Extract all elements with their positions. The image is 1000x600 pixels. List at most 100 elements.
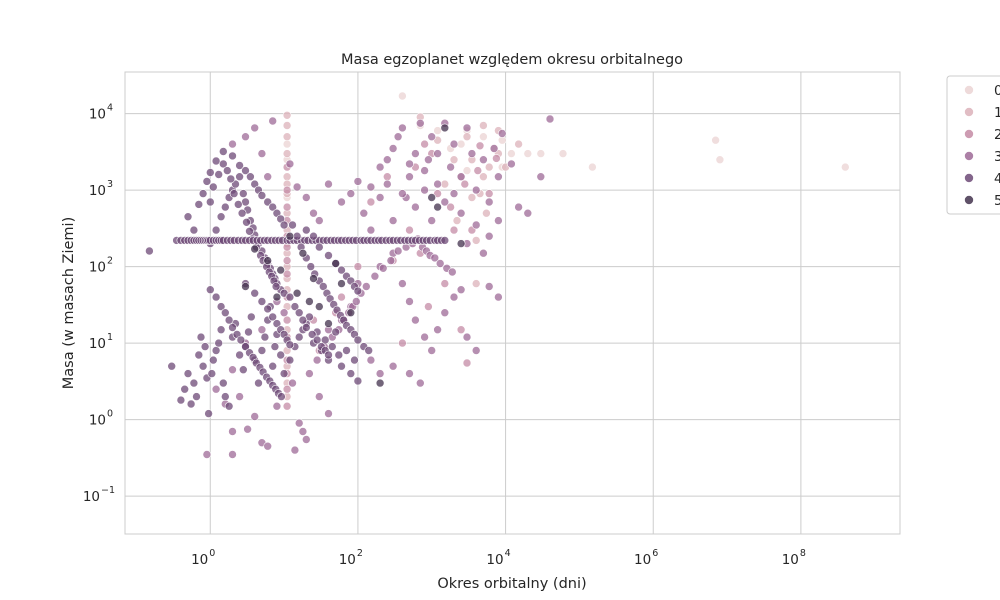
- data-point: [235, 392, 244, 401]
- data-point: [447, 267, 457, 277]
- data-point: [294, 332, 304, 342]
- data-point: [282, 401, 292, 411]
- data-point: [189, 378, 199, 388]
- data-point: [209, 182, 218, 192]
- data-point: [250, 244, 259, 254]
- data-point: [183, 212, 193, 221]
- data-point: [353, 376, 363, 386]
- data-point: [514, 202, 523, 212]
- data-point: [285, 355, 295, 365]
- y-tick-label: 10: [89, 413, 106, 429]
- data-point: [523, 149, 533, 158]
- scatter-points: [145, 91, 850, 459]
- x-axis-label: Okres orbitalny (dni): [437, 576, 586, 592]
- y-tick-label: 10: [89, 183, 106, 199]
- data-point: [337, 197, 346, 207]
- y-tick-exponent: −1: [101, 485, 115, 496]
- data-point: [405, 172, 414, 181]
- data-point: [415, 118, 425, 128]
- x-axis-ticks: 10 0 10 2 10 4 10 6 10 8: [191, 548, 806, 568]
- data-point: [306, 262, 316, 271]
- data-point: [545, 114, 555, 124]
- data-point: [382, 172, 392, 181]
- data-point: [285, 159, 295, 169]
- data-point: [588, 162, 597, 172]
- data-point: [183, 369, 193, 378]
- data-point: [331, 327, 341, 337]
- data-point: [334, 350, 344, 360]
- data-point: [471, 279, 481, 288]
- data-point: [449, 139, 459, 149]
- data-point: [462, 166, 472, 175]
- data-point: [456, 325, 466, 335]
- data-point: [324, 251, 333, 260]
- data-point: [507, 149, 516, 158]
- data-point: [462, 332, 472, 342]
- data-point: [228, 365, 237, 375]
- data-point: [245, 227, 254, 236]
- data-point: [305, 297, 314, 306]
- data-point: [254, 378, 263, 388]
- data-point: [272, 401, 282, 411]
- x-tick-exponent: 6: [652, 548, 658, 559]
- data-point: [263, 256, 273, 265]
- data-point: [324, 319, 333, 328]
- data-point: [370, 271, 380, 281]
- data-point: [462, 132, 472, 141]
- data-point: [241, 166, 250, 175]
- data-point: [219, 159, 228, 169]
- data-point: [424, 302, 433, 311]
- data-point: [314, 392, 324, 401]
- legend: 0 1 2 3 4 5: [946, 75, 1000, 215]
- data-point: [411, 315, 420, 325]
- legend-marker: [964, 151, 974, 161]
- x-tick-exponent: 4: [505, 548, 511, 559]
- data-point: [378, 263, 388, 273]
- data-point: [223, 166, 232, 175]
- data-point: [298, 248, 308, 258]
- data-point: [221, 392, 230, 401]
- data-point: [375, 162, 385, 172]
- data-point: [235, 172, 244, 181]
- data-point: [536, 172, 546, 181]
- data-point: [180, 384, 189, 394]
- data-point: [484, 282, 494, 291]
- data-point: [312, 335, 322, 345]
- data-point: [211, 225, 221, 235]
- data-point: [318, 282, 328, 291]
- data-point: [467, 149, 477, 158]
- legend-box: [946, 75, 1000, 215]
- data-point: [427, 132, 437, 141]
- data-point: [331, 259, 341, 268]
- data-point: [257, 149, 267, 158]
- data-point: [239, 365, 248, 375]
- data-point: [489, 144, 499, 153]
- data-point: [292, 231, 302, 241]
- x-tick-exponent: 0: [209, 548, 215, 559]
- chart-title: Masa egzoplanet względem okresu orbitaln…: [341, 52, 683, 68]
- data-point: [433, 202, 442, 212]
- data-point: [427, 193, 437, 202]
- data-point: [307, 330, 317, 339]
- legend-label: 1: [994, 105, 1000, 121]
- x-tick-label: 10: [486, 552, 503, 568]
- data-point: [196, 332, 206, 342]
- data-point: [494, 292, 503, 302]
- data-point: [366, 355, 376, 365]
- data-point: [211, 384, 221, 394]
- data-point: [398, 338, 407, 348]
- data-point: [285, 292, 295, 302]
- data-point: [405, 369, 414, 378]
- y-tick-exponent: 4: [107, 103, 113, 114]
- data-point: [337, 279, 346, 288]
- x-tick-label: 10: [339, 552, 356, 568]
- data-point: [398, 279, 407, 288]
- data-point: [228, 427, 237, 436]
- x-tick-label: 10: [634, 552, 651, 568]
- data-point: [435, 259, 445, 268]
- data-point: [558, 149, 568, 158]
- x-tick-exponent: 8: [800, 548, 806, 559]
- data-point: [272, 319, 282, 328]
- data-point: [292, 182, 302, 192]
- data-point: [398, 123, 407, 133]
